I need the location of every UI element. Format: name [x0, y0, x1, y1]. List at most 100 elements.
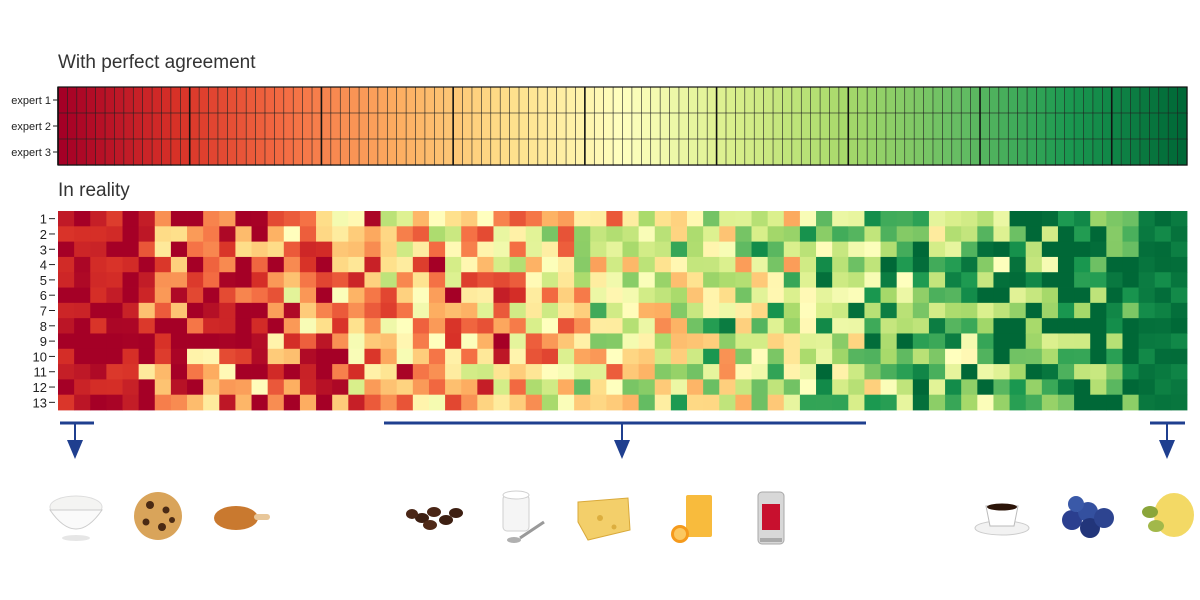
- heatmap-cell: [106, 226, 123, 243]
- heatmap-cell: [1045, 86, 1056, 114]
- heatmap-cell: [654, 394, 672, 411]
- heatmap-cell: [848, 256, 865, 273]
- heatmap-cell: [1138, 394, 1156, 411]
- heatmap-cell: [170, 287, 188, 304]
- heatmap-cell: [267, 272, 285, 288]
- heatmap-cell: [1130, 112, 1141, 140]
- heatmap-cell: [687, 318, 704, 334]
- heatmap-cell: [396, 86, 407, 114]
- heatmap-cell: [138, 256, 156, 273]
- heatmap-cell: [251, 241, 269, 258]
- heatmap-cell: [142, 112, 153, 140]
- heatmap-cell: [332, 318, 349, 334]
- heatmap-cell: [332, 364, 349, 380]
- heatmap-cell: [445, 302, 462, 319]
- heatmap-cell: [622, 138, 633, 166]
- heatmap-cell: [1090, 364, 1107, 380]
- heatmap-cell: [525, 302, 543, 319]
- heatmap-cell: [396, 256, 414, 273]
- heatmap-cell: [316, 256, 333, 273]
- heatmap-cell: [461, 394, 478, 411]
- heatmap-cell: [386, 86, 398, 114]
- food-icons-row: [49, 490, 1194, 545]
- heatmap-cell: [396, 348, 414, 365]
- heatmap-cell: [415, 138, 426, 166]
- heatmap-cell: [977, 287, 994, 304]
- heatmap-cell: [772, 86, 784, 114]
- heatmap-cell: [961, 272, 978, 288]
- heatmap-cell: [1090, 272, 1107, 288]
- heatmap-cell: [445, 256, 462, 273]
- heatmap-cell: [703, 241, 720, 258]
- heatmap-cell: [412, 287, 430, 304]
- heatmap-cell: [428, 348, 446, 365]
- heatmap-cell: [292, 112, 304, 140]
- heatmap-cell: [58, 256, 75, 273]
- heatmap-cell: [493, 226, 510, 243]
- heatmap-cell: [106, 256, 123, 273]
- heatmap-cell: [386, 112, 398, 140]
- heatmap-cell: [928, 348, 946, 365]
- heatmap-cell: [557, 364, 575, 380]
- row-label: 13: [33, 395, 47, 410]
- heatmap-cell: [180, 86, 191, 114]
- cheese-icon: [577, 497, 631, 541]
- heatmap-cell: [358, 112, 370, 140]
- heatmap-cell: [461, 348, 478, 365]
- heatmap-cell: [1073, 138, 1085, 166]
- heatmap-cell: [1170, 348, 1188, 365]
- heatmap-cell: [267, 364, 285, 380]
- heatmap-cell: [380, 272, 398, 288]
- heatmap-cell: [977, 241, 994, 258]
- heatmap-cell: [1057, 241, 1075, 258]
- heatmap-cell: [368, 112, 379, 140]
- heatmap-cell: [783, 256, 801, 273]
- heatmap-cell: [499, 138, 511, 166]
- heatmap-cell: [267, 256, 285, 273]
- heatmap-cell: [631, 112, 642, 140]
- heatmap-cell: [678, 138, 689, 166]
- heatmap-cell: [1090, 226, 1107, 243]
- heatmap-cell: [631, 138, 642, 166]
- heatmap-cell: [654, 211, 672, 227]
- heatmap-cell: [74, 364, 91, 380]
- heatmap-cell: [783, 333, 801, 350]
- heatmap-cell: [74, 348, 91, 365]
- heatmap-cell: [299, 241, 317, 258]
- heatmap-cell: [1154, 364, 1172, 380]
- heatmap-cell: [857, 112, 868, 140]
- heatmap-cell: [606, 379, 623, 396]
- heatmap-cell: [219, 211, 236, 227]
- heatmap-cell: [606, 364, 623, 380]
- heatmap-cell: [847, 112, 859, 140]
- heatmap-cell: [380, 211, 398, 227]
- heatmap-cell: [880, 272, 898, 288]
- heatmap-cell: [132, 112, 144, 140]
- heatmap-cell: [751, 241, 769, 258]
- heatmap-cell: [428, 394, 446, 411]
- heatmap-cell: [832, 302, 849, 319]
- heatmap-cell: [848, 287, 865, 304]
- heatmap-cell: [1009, 348, 1027, 365]
- heatmap-cell: [703, 379, 720, 396]
- heatmap-cell: [1170, 302, 1188, 319]
- heatmap-cell: [493, 302, 510, 319]
- heatmap-cell: [74, 379, 91, 396]
- heatmap-cell: [606, 318, 623, 334]
- heatmap-cell: [753, 112, 765, 140]
- heatmap-cell: [706, 112, 718, 140]
- heatmap-cell: [687, 287, 704, 304]
- heatmap-cell: [719, 394, 736, 411]
- heatmap-cell: [74, 272, 91, 288]
- heatmap-cell: [1009, 256, 1027, 273]
- heatmap-cell: [380, 318, 398, 334]
- heatmap-cell: [912, 287, 930, 304]
- heatmap-cell: [896, 394, 914, 411]
- heatmap-cell: [316, 226, 333, 243]
- heatmap-cell: [1130, 138, 1141, 166]
- heatmap-cell: [380, 241, 398, 258]
- heatmap-cell: [848, 379, 865, 396]
- heatmap-cell: [912, 211, 930, 227]
- heatmap-cell: [428, 211, 446, 227]
